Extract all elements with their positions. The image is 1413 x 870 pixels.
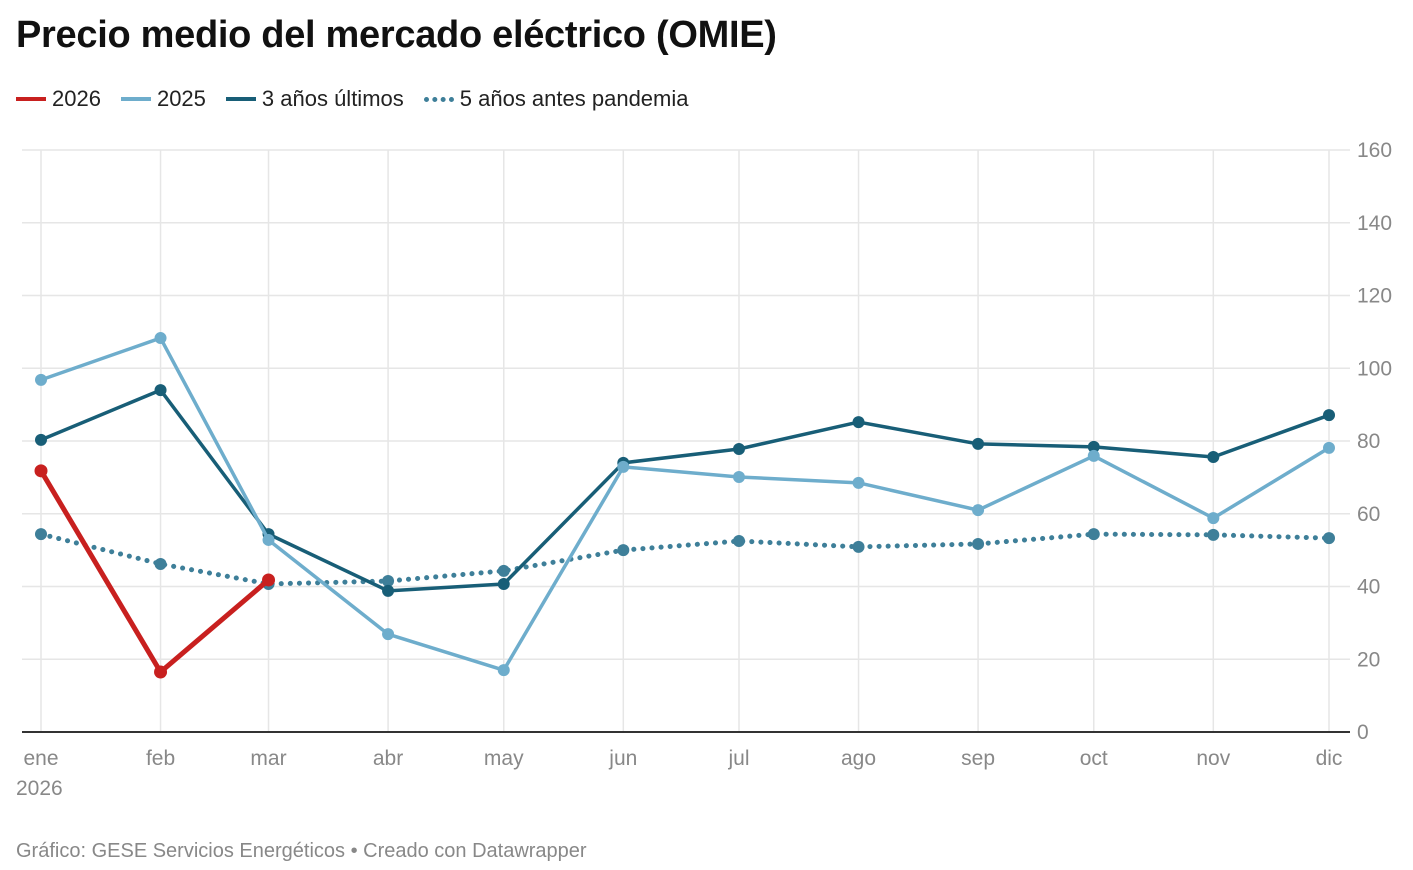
data-point	[1087, 528, 1100, 541]
data-point	[617, 544, 630, 557]
data-point	[34, 464, 48, 478]
x-tick-label: nov	[1196, 747, 1230, 770]
x-tick-label: ene	[23, 747, 58, 770]
legend-item: 3 años últimos	[225, 86, 404, 112]
x-tick-label: may	[484, 747, 524, 770]
x-tick-label: jun	[608, 747, 637, 770]
data-point	[732, 535, 745, 548]
y-tick-label: 0	[1357, 721, 1369, 744]
footer-credit: Gráfico: GESE Servicios Energéticos • Cr…	[16, 840, 587, 862]
chart-title: Precio medio del mercado eléctrico (OMIE…	[16, 14, 777, 56]
data-point	[732, 443, 745, 456]
y-tick-label: 40	[1357, 576, 1380, 599]
data-point	[972, 504, 985, 517]
legend-label: 2025	[156, 86, 206, 111]
legend-swatch	[16, 97, 46, 101]
data-point	[1323, 409, 1335, 422]
data-point	[382, 575, 395, 588]
data-point	[852, 476, 865, 489]
series-line	[38, 531, 1332, 587]
data-point	[35, 433, 47, 446]
y-tick-label: 160	[1357, 139, 1392, 162]
series-2025	[35, 332, 1335, 677]
legend-item: 5 años antes pandemia	[423, 86, 689, 112]
data-point	[382, 628, 395, 641]
series-3-años-últimos	[35, 384, 1335, 597]
x-tick-label: dic	[1316, 747, 1343, 770]
legend-label: 5 años antes pandemia	[459, 86, 689, 111]
legend: 2026 2025 3 años últimos 5 años antes pande…	[16, 86, 689, 112]
y-tick-label: 140	[1357, 212, 1392, 235]
x-tick-label: oct	[1080, 747, 1108, 770]
series-2026	[34, 464, 276, 679]
data-point	[154, 332, 167, 345]
data-point	[1087, 449, 1100, 462]
legend-item: 2025	[120, 86, 206, 112]
data-point	[1323, 532, 1335, 545]
y-tick-label: 120	[1357, 285, 1392, 308]
series-line	[38, 468, 272, 675]
data-point	[972, 537, 985, 550]
series-line	[39, 336, 1331, 672]
data-point	[617, 460, 630, 473]
y-tick-label: 60	[1357, 503, 1380, 526]
legend-label: 2026	[52, 86, 101, 111]
legend-item: 2026	[16, 86, 101, 112]
legend-swatch	[225, 97, 256, 101]
data-point	[154, 384, 167, 397]
series-5-años-antes-pandemia	[35, 528, 1335, 590]
y-tick-label: 80	[1357, 430, 1380, 453]
series-line	[39, 388, 1331, 593]
legend-label: 3 años últimos	[261, 86, 404, 111]
data-point	[154, 557, 167, 570]
data-point	[154, 665, 168, 679]
x-tick-label: sep	[961, 747, 995, 770]
data-point	[382, 584, 395, 597]
x-tick-label: ago	[841, 747, 876, 770]
data-point	[497, 564, 510, 577]
data-point	[852, 540, 865, 553]
x-tick-label: jul	[727, 747, 749, 770]
data-point	[732, 471, 745, 484]
data-point	[852, 416, 865, 429]
x-tick-label: mar	[250, 747, 286, 770]
data-point	[1207, 528, 1220, 541]
x-tick-label: abr	[373, 747, 403, 770]
x-tick-label: feb	[146, 747, 175, 770]
y-tick-label: 100	[1357, 357, 1392, 380]
legend-swatch	[120, 97, 151, 101]
data-point	[1087, 440, 1100, 453]
data-point	[972, 437, 985, 450]
data-point	[497, 664, 510, 677]
data-point	[1207, 512, 1220, 525]
y-tick-label: 20	[1357, 648, 1380, 671]
data-point	[35, 373, 47, 386]
data-point	[262, 573, 276, 587]
data-point	[35, 528, 47, 541]
x-year-label: 2026	[16, 777, 63, 800]
line-chart: 0 20 40 60 80 100 120 140 160 ene feb mar abr may jun j…	[16, 139, 1392, 800]
data-point	[262, 533, 275, 546]
legend-swatch	[423, 96, 454, 102]
data-point	[497, 577, 510, 590]
data-point	[1323, 441, 1335, 454]
data-point	[1207, 451, 1220, 464]
